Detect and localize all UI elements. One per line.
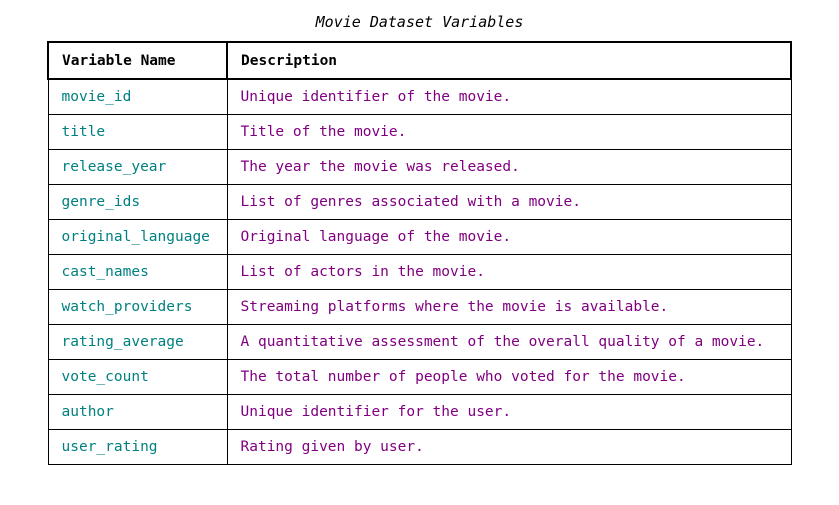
table-title: Movie Dataset Variables [315, 13, 524, 31]
variable-name-cell: genre_ids [47, 183, 228, 220]
variable-name-cell: watch_providers [47, 288, 228, 325]
variable-name-cell: user_rating [47, 428, 228, 465]
table-row: watch_providers Streaming platforms wher… [47, 288, 792, 325]
variable-name-cell: original_language [47, 218, 228, 255]
description-cell: Title of the movie. [226, 113, 792, 150]
table-header-row: Variable Name Description [47, 41, 792, 80]
description-cell: Original language of the movie. [226, 218, 792, 255]
variable-name-cell: vote_count [47, 358, 228, 395]
variable-name-cell: release_year [47, 148, 228, 185]
description-cell: List of genres associated with a movie. [226, 183, 792, 220]
table-row: title Title of the movie. [47, 113, 792, 150]
description-cell: The year the movie was released. [226, 148, 792, 185]
table-row: release_year The year the movie was rele… [47, 148, 792, 185]
variable-name-cell: cast_names [47, 253, 228, 290]
description-cell: Unique identifier for the user. [226, 393, 792, 430]
variable-name-cell: title [47, 113, 228, 150]
table-row: genre_ids List of genres associated with… [47, 183, 792, 220]
table-row: cast_names List of actors in the movie. [47, 253, 792, 290]
table-row: vote_count The total number of people wh… [47, 358, 792, 395]
variables-table: Variable Name Description movie_id Uniqu… [47, 41, 792, 465]
description-cell: List of actors in the movie. [226, 253, 792, 290]
table-row: user_rating Rating given by user. [47, 428, 792, 465]
table-row: author Unique identifier for the user. [47, 393, 792, 430]
column-header-description: Description [226, 41, 792, 80]
description-cell: Streaming platforms where the movie is a… [226, 288, 792, 325]
description-cell: Rating given by user. [226, 428, 792, 465]
description-cell: A quantitative assessment of the overall… [226, 323, 792, 360]
table-row: original_language Original language of t… [47, 218, 792, 255]
table-row: rating_average A quantitative assessment… [47, 323, 792, 360]
description-cell: The total number of people who voted for… [226, 358, 792, 395]
description-cell: Unique identifier of the movie. [226, 78, 792, 115]
table-row: movie_id Unique identifier of the movie. [47, 78, 792, 115]
variable-name-cell: rating_average [47, 323, 228, 360]
variable-name-cell: movie_id [47, 78, 228, 115]
variable-name-cell: author [47, 393, 228, 430]
column-header-variable-name: Variable Name [47, 41, 228, 80]
